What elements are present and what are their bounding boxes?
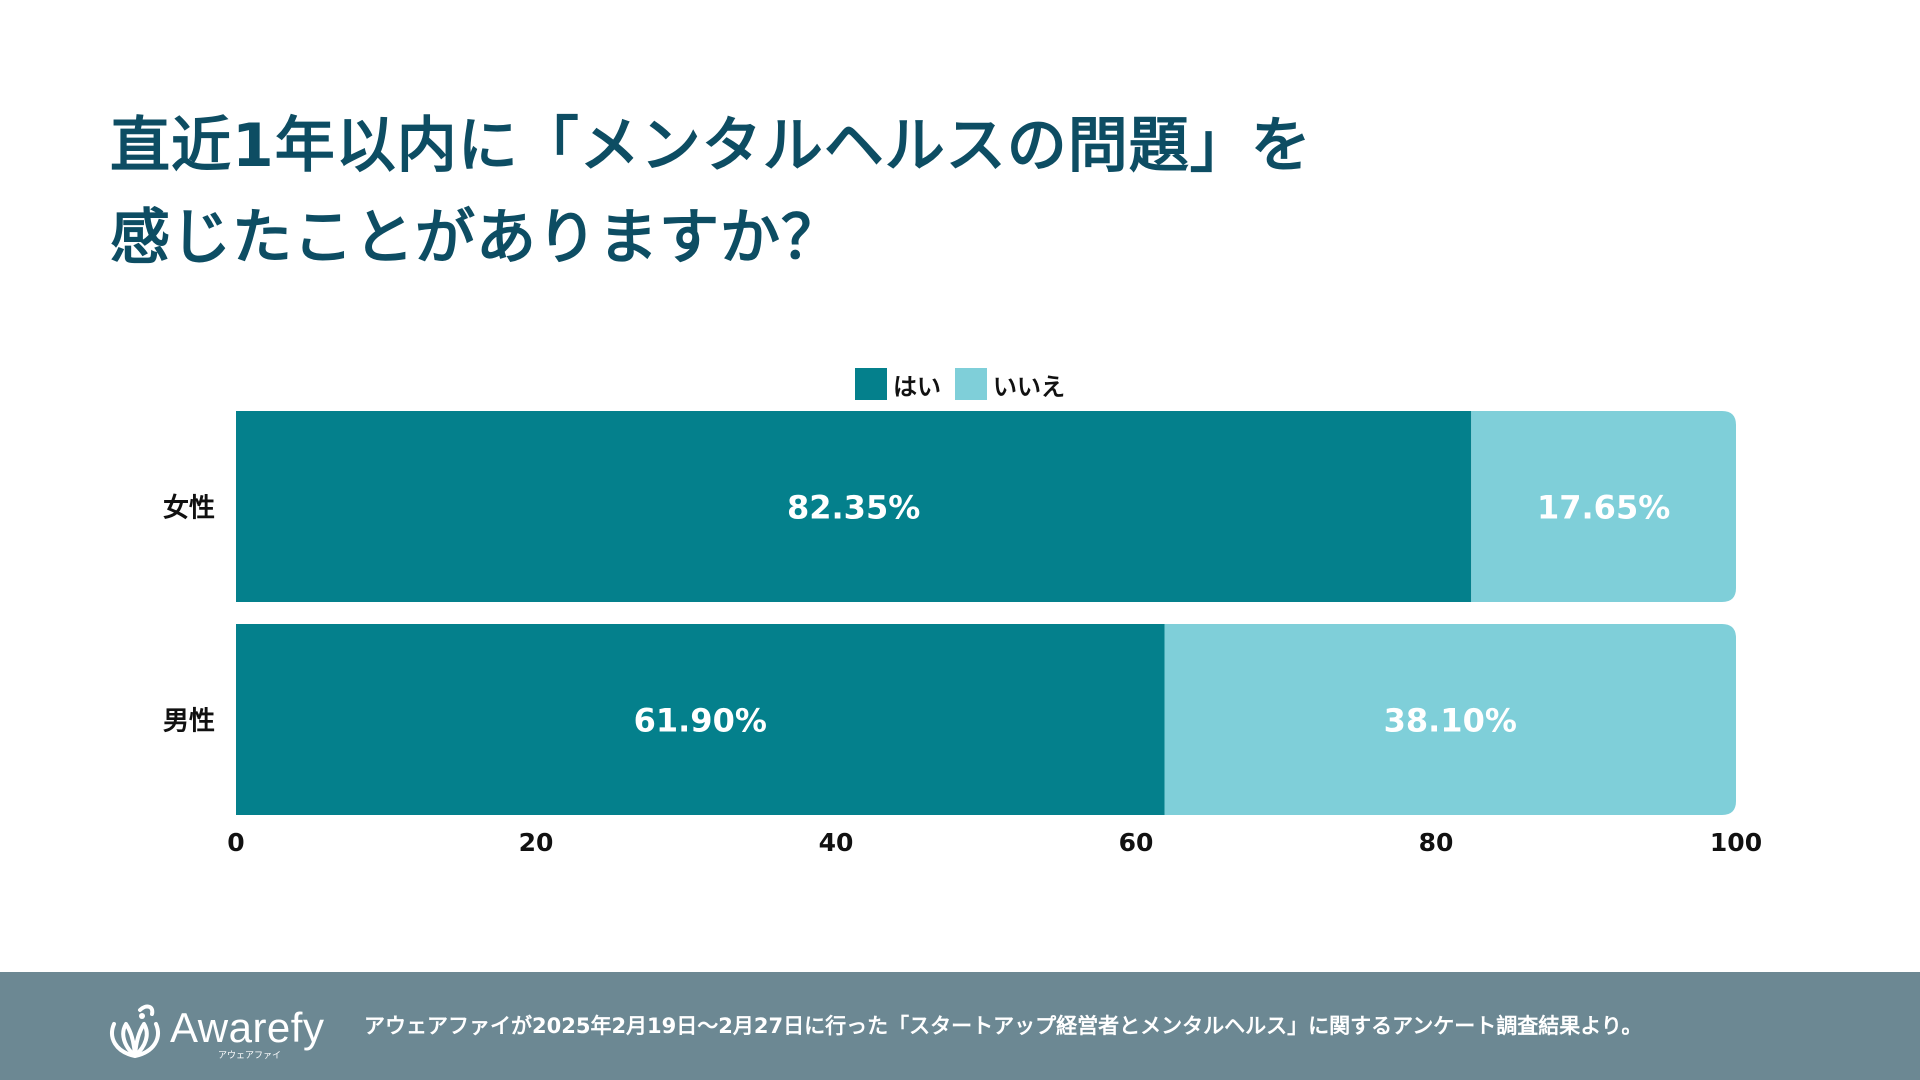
data-label-0-1: 17.65% — [1537, 489, 1670, 527]
category-label-1: 男性 — [163, 707, 215, 737]
legend-swatch-yes — [855, 368, 887, 400]
legend-label-no: いいえ — [993, 372, 1065, 401]
logo-subtext: アウェアファイ — [218, 1051, 282, 1061]
x-tick-label-2: 40 — [819, 828, 854, 857]
x-tick-label-4: 80 — [1419, 828, 1454, 857]
source-note: アウェアファイが2025年2月19日〜2月27日に行った「スタートアップ経営者と… — [364, 1014, 1643, 1038]
title-line-1: 直近1年以内に「メンタルヘルスの問題」を — [110, 111, 1312, 181]
bar-1-0 — [236, 624, 1165, 815]
footer-bar: Awarefy アウェアファイ アウェアファイが2025年2月19日〜2月27日… — [0, 972, 1920, 1080]
x-tick-label-0: 0 — [227, 828, 244, 857]
stacked-bar-chart: 82.35% 17.65% 女性 61.90% 38.10% 男性 0 20 40 60 80 100 — [163, 411, 1762, 857]
data-label-1-1: 38.10% — [1384, 702, 1517, 740]
category-label-0: 女性 — [163, 493, 215, 524]
legend-item-no: いいえ — [955, 367, 1065, 402]
logo-wordmark: Awarefy — [170, 1004, 325, 1051]
x-tick-label-3: 60 — [1119, 828, 1154, 857]
legend-label-yes: はい — [893, 372, 941, 401]
chart-legend: はい いいえ — [0, 366, 1920, 402]
x-tick-label-5: 100 — [1710, 828, 1762, 857]
legend-swatch-no — [955, 368, 987, 400]
bar-0-0 — [236, 411, 1472, 602]
page-title: 直近1年以内に「メンタルヘルスの問題」を 感じたことがありますか？ — [110, 100, 1610, 284]
x-tick-label-1: 20 — [519, 828, 554, 857]
data-label-0-0: 82.35% — [787, 489, 920, 527]
bar-1-1 — [1164, 624, 1736, 815]
bar-0-1 — [1471, 411, 1736, 602]
legend-item-yes: はい — [855, 367, 941, 402]
title-line-2: 感じたことがありますか？ — [110, 203, 842, 273]
awarefy-logo-icon — [110, 1004, 160, 1059]
data-label-1-0: 61.90% — [634, 702, 767, 740]
